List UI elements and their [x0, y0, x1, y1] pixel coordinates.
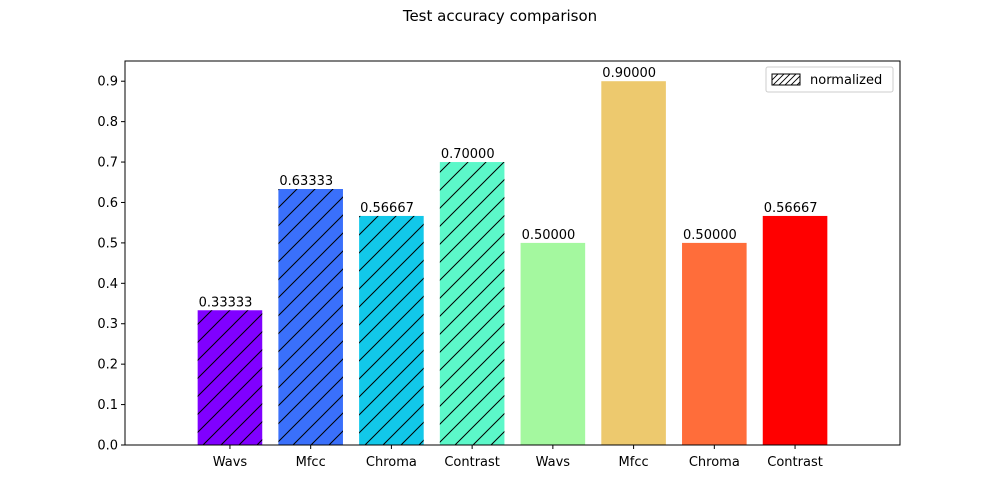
plot-frame: [124, 60, 901, 446]
bar-hatch-1: [278, 189, 343, 445]
x-tick-label-2: Chroma: [366, 455, 417, 470]
y-tick-label-1: 0.1: [97, 398, 118, 413]
bar-4: [520, 242, 586, 445]
data-label-1: 0.63333: [279, 174, 333, 189]
bars-group: 0.33333 0.63333 0.56667 0.70000 0.50000 0.900…: [197, 66, 828, 446]
legend: normalized: [765, 66, 894, 93]
y-tick-label-5: 0.5: [97, 236, 118, 251]
y-tick-label-2: 0.2: [97, 358, 118, 373]
x-tick-label-1: Mfcc: [296, 455, 326, 470]
data-label-6: 0.50000: [683, 228, 737, 243]
data-label-5: 0.90000: [602, 66, 656, 81]
data-label-2: 0.56667: [360, 201, 414, 216]
bar-hatch-3: [439, 162, 505, 446]
data-label-4: 0.50000: [522, 228, 576, 243]
y-tick-label-8: 0.8: [97, 115, 118, 130]
x-tick-label-3: Contrast: [444, 455, 500, 470]
bar-6: [682, 242, 747, 445]
data-label-3: 0.70000: [441, 147, 495, 162]
legend-hatch-swatch: [771, 73, 801, 86]
x-tick-label-6: Chroma: [689, 455, 740, 470]
data-label-7: 0.56667: [764, 201, 818, 216]
y-tick-label-3: 0.3: [97, 317, 118, 332]
data-label-0: 0.33333: [199, 295, 253, 310]
y-tick-label-4: 0.4: [97, 277, 118, 292]
bar-hatch-0: [197, 310, 263, 445]
chart-title: Test accuracy comparison: [402, 7, 597, 25]
bar-7: [762, 215, 828, 445]
y-axis: 0.0 0.1 0.2 0.3 0.4 0.5 0.6 0.7 0.8 0.9: [97, 75, 125, 454]
x-tick-label-5: Mfcc: [619, 455, 649, 470]
bar-hatch-2: [359, 215, 424, 445]
x-tick-label-0: Wavs: [213, 455, 248, 470]
x-tick-label-7: Contrast: [767, 455, 823, 470]
y-tick-label-7: 0.7: [97, 156, 118, 171]
legend-box: [765, 66, 894, 93]
bar-5: [601, 81, 666, 446]
x-axis: Wavs Mfcc Chroma Contrast Wavs Mfcc Chroma Cont…: [213, 445, 823, 470]
legend-entry-normalized: normalized: [810, 73, 882, 88]
y-tick-label-6: 0.6: [97, 196, 118, 211]
y-tick-label-9: 0.9: [97, 75, 118, 90]
x-tick-label-4: Wavs: [536, 455, 571, 470]
y-tick-label-0: 0.0: [97, 439, 118, 454]
